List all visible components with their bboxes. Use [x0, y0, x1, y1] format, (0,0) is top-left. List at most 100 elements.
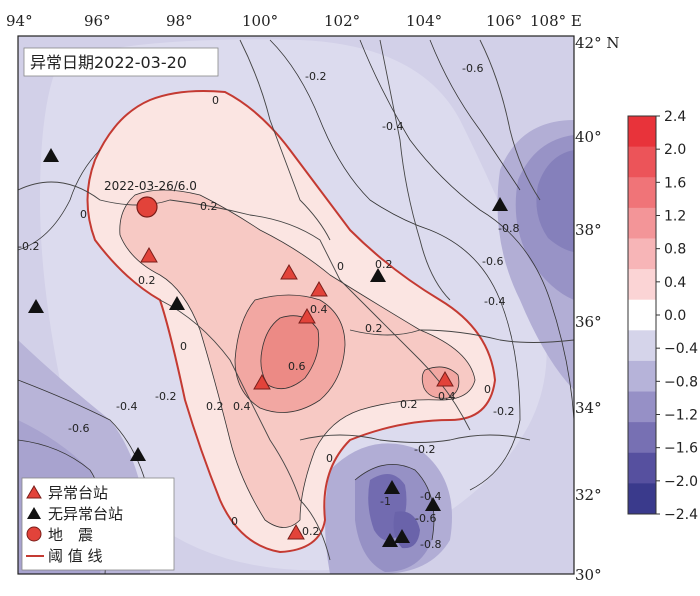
normal-station	[492, 197, 508, 211]
contour-line-neg04	[359, 39, 574, 421]
colorbar-segment	[628, 116, 656, 148]
contour-label-zero-w2: 0	[180, 340, 187, 353]
lon-tick: 104°	[406, 12, 442, 30]
contour-line-west	[18, 149, 101, 251]
legend-box	[21, 477, 175, 571]
contour-label-neg04-b: -0.4	[484, 295, 505, 308]
colorbar-tick-label: 0.4	[664, 275, 686, 291]
normal-station	[28, 299, 44, 313]
normal-station	[169, 296, 185, 310]
contour-label-04-c: 0.4	[438, 390, 456, 403]
contour-label-neg08-a: -0.8	[498, 222, 519, 235]
colorbar-tick-label: −0.8	[664, 374, 698, 390]
contour-label-zero-top: 0	[212, 94, 219, 107]
lat-tick: 30°	[575, 566, 602, 584]
field-ne-negative-core	[536, 150, 574, 252]
legend: 异常台站 无异常台站 地 震 阈 值 线	[21, 477, 175, 571]
colorbar-segment	[628, 269, 656, 301]
contour-label-zero-south: 0	[326, 452, 333, 465]
colorbar-segment	[628, 299, 656, 331]
contour-label-neg02-c: -0.2	[155, 390, 176, 403]
contour-line-neg02	[269, 39, 521, 491]
map-field: 0 0 0 0 0 0 0 0.2 0.2 0.2 0.2 0.2 0.2 0.…	[18, 36, 574, 574]
contour-label-06: 0.6	[288, 360, 306, 373]
colorbar-tick-label: −2.4	[664, 507, 698, 523]
border-line-7	[479, 39, 541, 201]
lat-tick: 32°	[575, 486, 602, 504]
lon-tick: 100°	[242, 12, 278, 30]
contour-label-neg04-d: -0.4	[420, 490, 441, 503]
border-line-2	[239, 39, 331, 241]
colorbar-segment	[628, 177, 656, 209]
contour-label-neg06-c: -0.6	[68, 422, 89, 435]
normal-station	[394, 529, 410, 543]
border-line-4	[349, 329, 574, 343]
anomaly-station	[140, 246, 158, 263]
anomaly-station	[253, 373, 271, 390]
contour-label-neg08-b: -0.8	[420, 538, 441, 551]
contour-label-02-e: 0.2	[206, 400, 224, 413]
normal-stations	[28, 148, 508, 547]
anomaly-station	[287, 523, 305, 540]
lat-tick: 34°	[575, 399, 602, 417]
contour-label-02-a: 0.2	[200, 200, 218, 213]
colorbar-tick-label: 0.8	[664, 242, 686, 258]
contour-line-sw04	[18, 379, 151, 501]
legend-earthquake-label: 地 震	[48, 526, 93, 544]
normal-station	[384, 480, 400, 494]
contour-label-zero-mid: 0	[337, 260, 344, 273]
colorbar-tick-label: 2.0	[664, 142, 686, 158]
colorbar-tick-label: −1.6	[664, 441, 698, 457]
contour-line-se	[354, 464, 435, 541]
lon-tick: 96°	[84, 12, 111, 30]
anomaly-station	[310, 280, 328, 297]
lon-ticks: 94° 96° 98° 100° 102° 104° 106° 108° E	[6, 12, 582, 30]
colorbar-tick-label: −1.2	[664, 408, 698, 424]
lat-ticks: 42° N 40° 38° 36° 34° 32° 30°	[575, 34, 619, 584]
anomaly-station	[280, 263, 298, 280]
normal-station	[370, 268, 386, 282]
map-frame	[17, 35, 575, 575]
contour-label-02-d: 0.2	[400, 398, 418, 411]
normal-station	[382, 533, 398, 547]
contour-label-02-g: 0.2	[375, 258, 393, 271]
contour-label-neg02-b: -0.2	[18, 240, 39, 253]
normal-station	[425, 497, 441, 511]
contour-label-zero-east: 0	[484, 383, 491, 396]
earthquake-marker	[136, 196, 158, 218]
contour-zone-0.6	[260, 315, 320, 390]
legend-earthquake-icon	[26, 526, 42, 542]
colorbar-tick-label: 1.6	[664, 175, 686, 191]
lat-tick: 42° N	[575, 34, 619, 52]
legend-threshold-label: 阈 值 线	[48, 547, 103, 565]
earthquake-label: 2022-03-26/6.0	[104, 179, 197, 193]
border-line-5	[299, 434, 531, 443]
contour-label-02-b: 0.2	[138, 274, 156, 287]
contour-label-neg06-d: -0.6	[415, 512, 436, 525]
colorbar-tick-label: −0.4	[664, 341, 698, 357]
lon-tick: 94°	[6, 12, 33, 30]
legend-normal-icon	[27, 507, 41, 519]
colorbar-tick-label: 1.2	[664, 209, 686, 225]
contour-label-04-b: 0.4	[233, 400, 251, 413]
contour-label-02-c: 0.2	[365, 322, 383, 335]
anomaly-stations	[140, 246, 454, 540]
legend-normal-label: 无异常台站	[48, 505, 123, 523]
contour-label-neg04-a: -0.4	[382, 120, 403, 133]
colorbar-segment	[628, 422, 656, 454]
contour-label-neg06-b: -0.6	[482, 255, 503, 268]
contour-label-neg02-e: -0.2	[414, 443, 435, 456]
lat-tick: 36°	[575, 313, 602, 331]
lat-tick: 40°	[575, 128, 602, 146]
anomaly-station	[436, 370, 454, 387]
anomaly-date-label: 异常日期2022-03-20	[30, 53, 187, 72]
normal-station	[43, 148, 59, 162]
colorbar-segment	[628, 452, 656, 484]
colorbar-segment	[628, 330, 656, 362]
colorbar: 2.4 2.0 1.6 1.2 0.8 0.4 0.0 −0.4 −0.8 −1.2 −1.6 −2.…	[627, 109, 698, 523]
lat-tick: 38°	[575, 221, 602, 239]
colorbar-segment	[628, 391, 656, 423]
border-line-3	[159, 299, 331, 561]
colorbar-tick-label: 2.4	[664, 109, 686, 125]
